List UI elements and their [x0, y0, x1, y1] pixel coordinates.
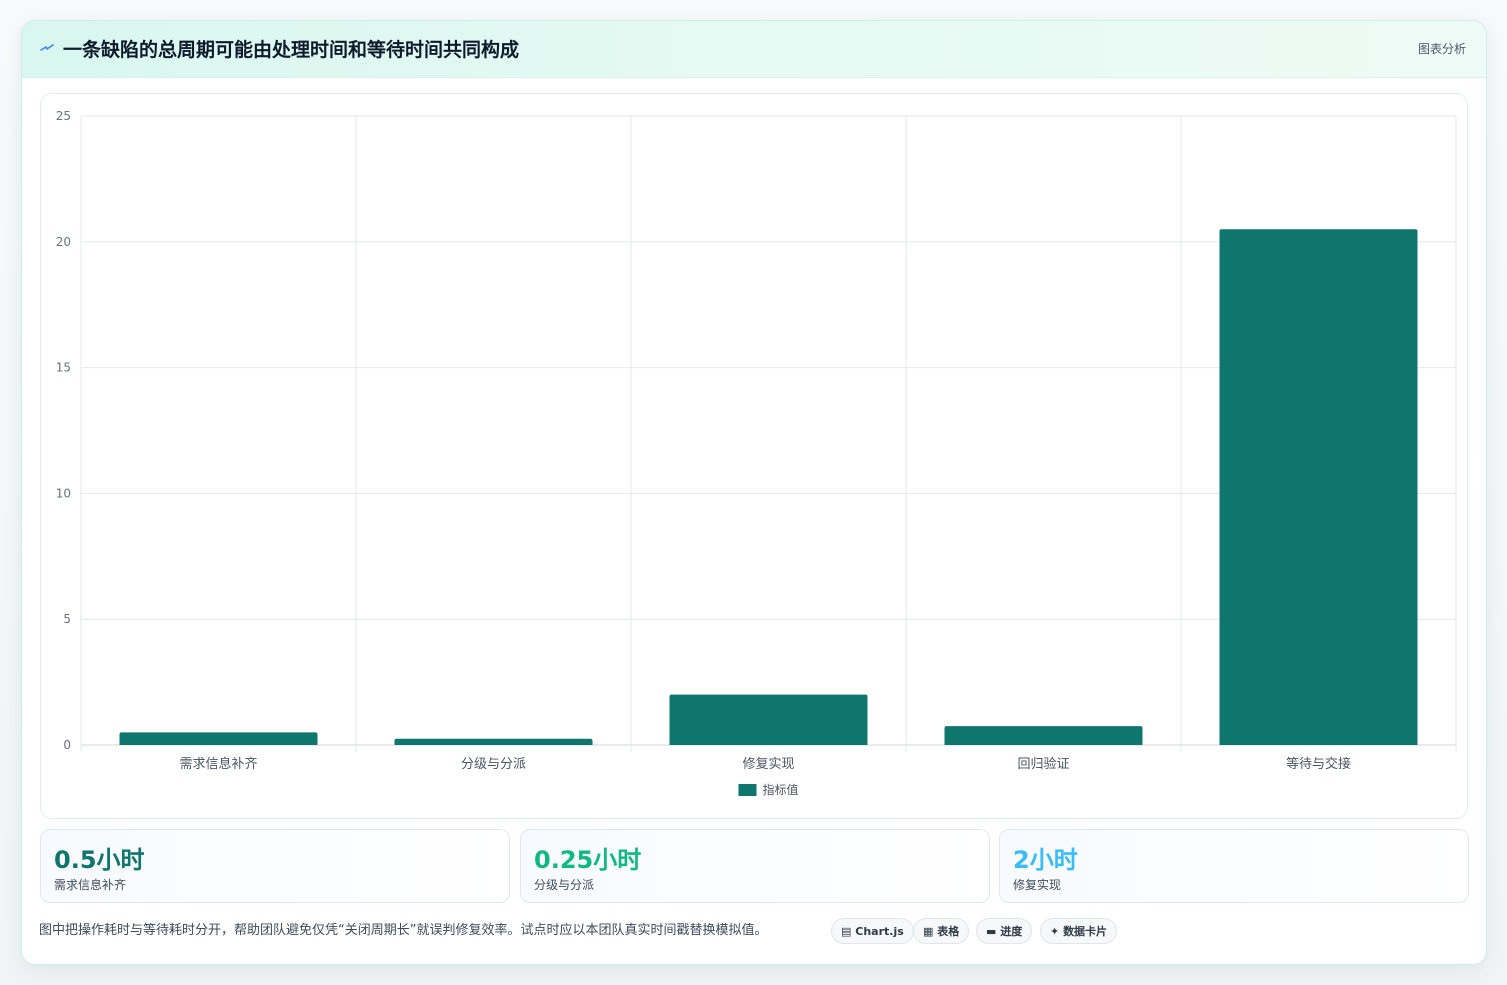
pill-label: 进度: [1000, 925, 1023, 938]
x-tick-label: 等待与交接: [1286, 756, 1351, 772]
stat-value: 2小时: [1013, 846, 1078, 874]
x-tick-label: 修复实现: [742, 757, 794, 772]
y-tick-label: 0: [63, 738, 71, 752]
legend-label: 指标值: [763, 782, 799, 797]
footnote: 图中把操作耗时与等待耗时分开，帮助团队避免仅凭“关闭周期长”就误判修复效率。试点…: [39, 923, 768, 938]
stat-value: 0.25小时: [534, 846, 642, 874]
chartjs-pill[interactable]: ▤ Chart.js: [831, 918, 914, 944]
pill-label: 表格: [937, 925, 960, 938]
stat-card-triage: 0.25小时 分级与分派: [520, 829, 990, 903]
data-card-pill[interactable]: ✦ 数据卡片: [1040, 918, 1118, 944]
chart-analysis-tag: 图表分析: [1417, 42, 1466, 56]
table-icon: ▦: [923, 925, 934, 938]
stat-label: 分级与分派: [534, 878, 595, 892]
card-title: 一条缺陷的总周期可能由处理时间和等待时间共同构成: [63, 39, 520, 61]
pill-label: 数据卡片: [1063, 925, 1108, 938]
progress-icon: ▬: [986, 925, 997, 938]
x-tick-label: 分级与分派: [461, 757, 526, 772]
stat-card-requirement: 0.5小时 需求信息补齐: [40, 829, 510, 903]
x-tick-label: 需求信息补齐: [179, 756, 257, 772]
y-tick-label: 25: [56, 109, 71, 123]
stat-label: 修复实现: [1013, 878, 1062, 892]
card-header: 一条缺陷的总周期可能由处理时间和等待时间共同构成 图表分析: [22, 21, 1486, 78]
y-tick-label: 15: [56, 361, 71, 375]
y-tick-label: 10: [56, 486, 71, 500]
bar: [669, 694, 868, 745]
stat-label: 需求信息补齐: [54, 878, 127, 892]
chart-card: 一条缺陷的总周期可能由处理时间和等待时间共同构成 图表分析 0 5 10 15 20 25…: [21, 20, 1487, 965]
table-pill[interactable]: ▦ 表格: [913, 918, 970, 944]
y-tick-label: 20: [56, 235, 71, 249]
x-tick-label: 回归验证: [1017, 756, 1069, 772]
bar: [394, 738, 593, 745]
stat-card-fix: 2小时 修复实现: [999, 829, 1469, 903]
spark-icon: [40, 44, 54, 51]
bar: [119, 732, 318, 745]
bar: [944, 726, 1143, 745]
progress-pill[interactable]: ▬ 进度: [976, 918, 1033, 944]
chart-icon: ▤: [841, 925, 852, 938]
bar: [1219, 229, 1418, 746]
pill-label: Chart.js: [855, 925, 904, 938]
legend-swatch: [738, 784, 757, 796]
y-tick-label: 5: [63, 612, 71, 626]
chart-area: 0 5 10 15 20 25 需求信息补齐 分级与分派 修复实现 回归验证 等待与交接指标值: [40, 93, 1468, 819]
stat-value: 0.5小时: [54, 846, 145, 874]
sparkle-icon: ✦: [1050, 925, 1060, 938]
